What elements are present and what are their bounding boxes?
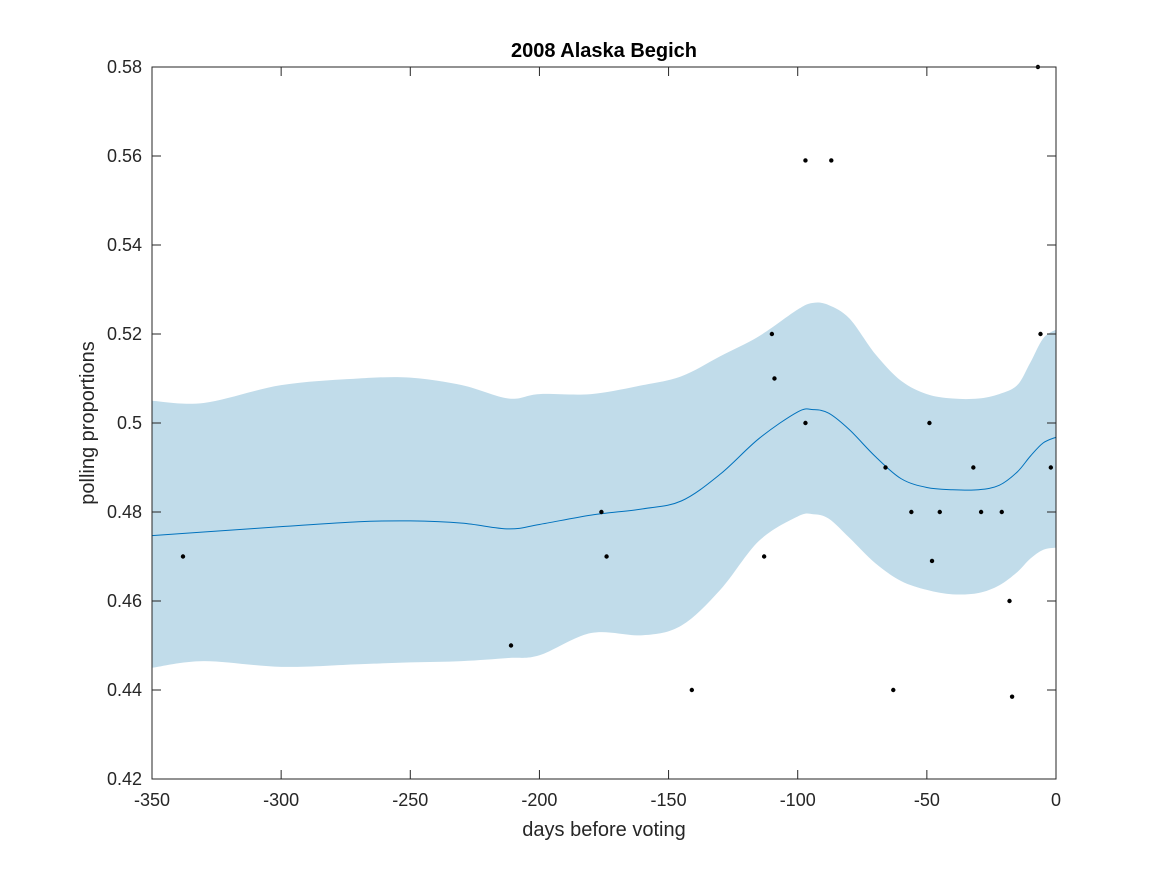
y-tick-label: 0.46 [107,591,142,611]
poll-point [883,465,888,470]
poll-point [180,554,186,559]
poll-point [971,465,976,470]
poll-point [508,643,514,648]
x-axis-label: days before voting [522,819,685,841]
chart-title: 2008 Alaska Begich [511,40,697,62]
x-tick-label: -200 [521,790,557,810]
poll-point [829,158,834,163]
x-tick-label: 0 [1051,790,1061,810]
poll-point [604,554,609,559]
x-tick-label: -50 [914,790,940,810]
poll-point [599,509,604,515]
x-tick-label: -150 [651,790,687,810]
poll-point [761,554,767,559]
x-tick-label: -250 [392,790,428,810]
poll-point [1038,331,1043,337]
y-tick-label: 0.42 [107,769,142,789]
x-tick-label: -350 [134,790,170,810]
y-tick-label: 0.58 [107,57,142,77]
poll-point [803,158,808,163]
confidence-band-layer [152,302,1056,668]
y-tick-label: 0.48 [107,502,142,522]
x-tick-label: -100 [780,790,816,810]
poll-point [999,509,1004,515]
y-axis-label: polling proportions [77,341,99,504]
poll-point [929,558,935,564]
y-tick-label: 0.54 [107,235,142,255]
x-tick-label: -300 [263,790,299,810]
y-tick-label: 0.56 [107,146,142,166]
poll-point [1007,598,1012,604]
poll-point [689,687,695,693]
y-tick-label: 0.44 [107,680,142,700]
poll-point [927,420,932,426]
poll-point [1048,465,1054,470]
confidence-band [152,302,1056,668]
poll-point [772,376,777,381]
poll-point [909,509,914,515]
poll-point [978,509,984,515]
trend-line [151,408,1057,537]
y-tick-label: 0.5 [117,413,142,433]
poll-point [1009,694,1015,699]
poll-point [769,331,775,337]
trend-line-layer [151,408,1057,537]
axis-ticks-layer: -350 -300 -250 -200 -150 -100 -50 0 0.42 0.44 0.46… [107,57,1061,810]
poll-point [803,420,808,426]
poll-point [891,687,896,693]
poll-point [937,509,942,515]
y-tick-label: 0.52 [107,324,142,344]
